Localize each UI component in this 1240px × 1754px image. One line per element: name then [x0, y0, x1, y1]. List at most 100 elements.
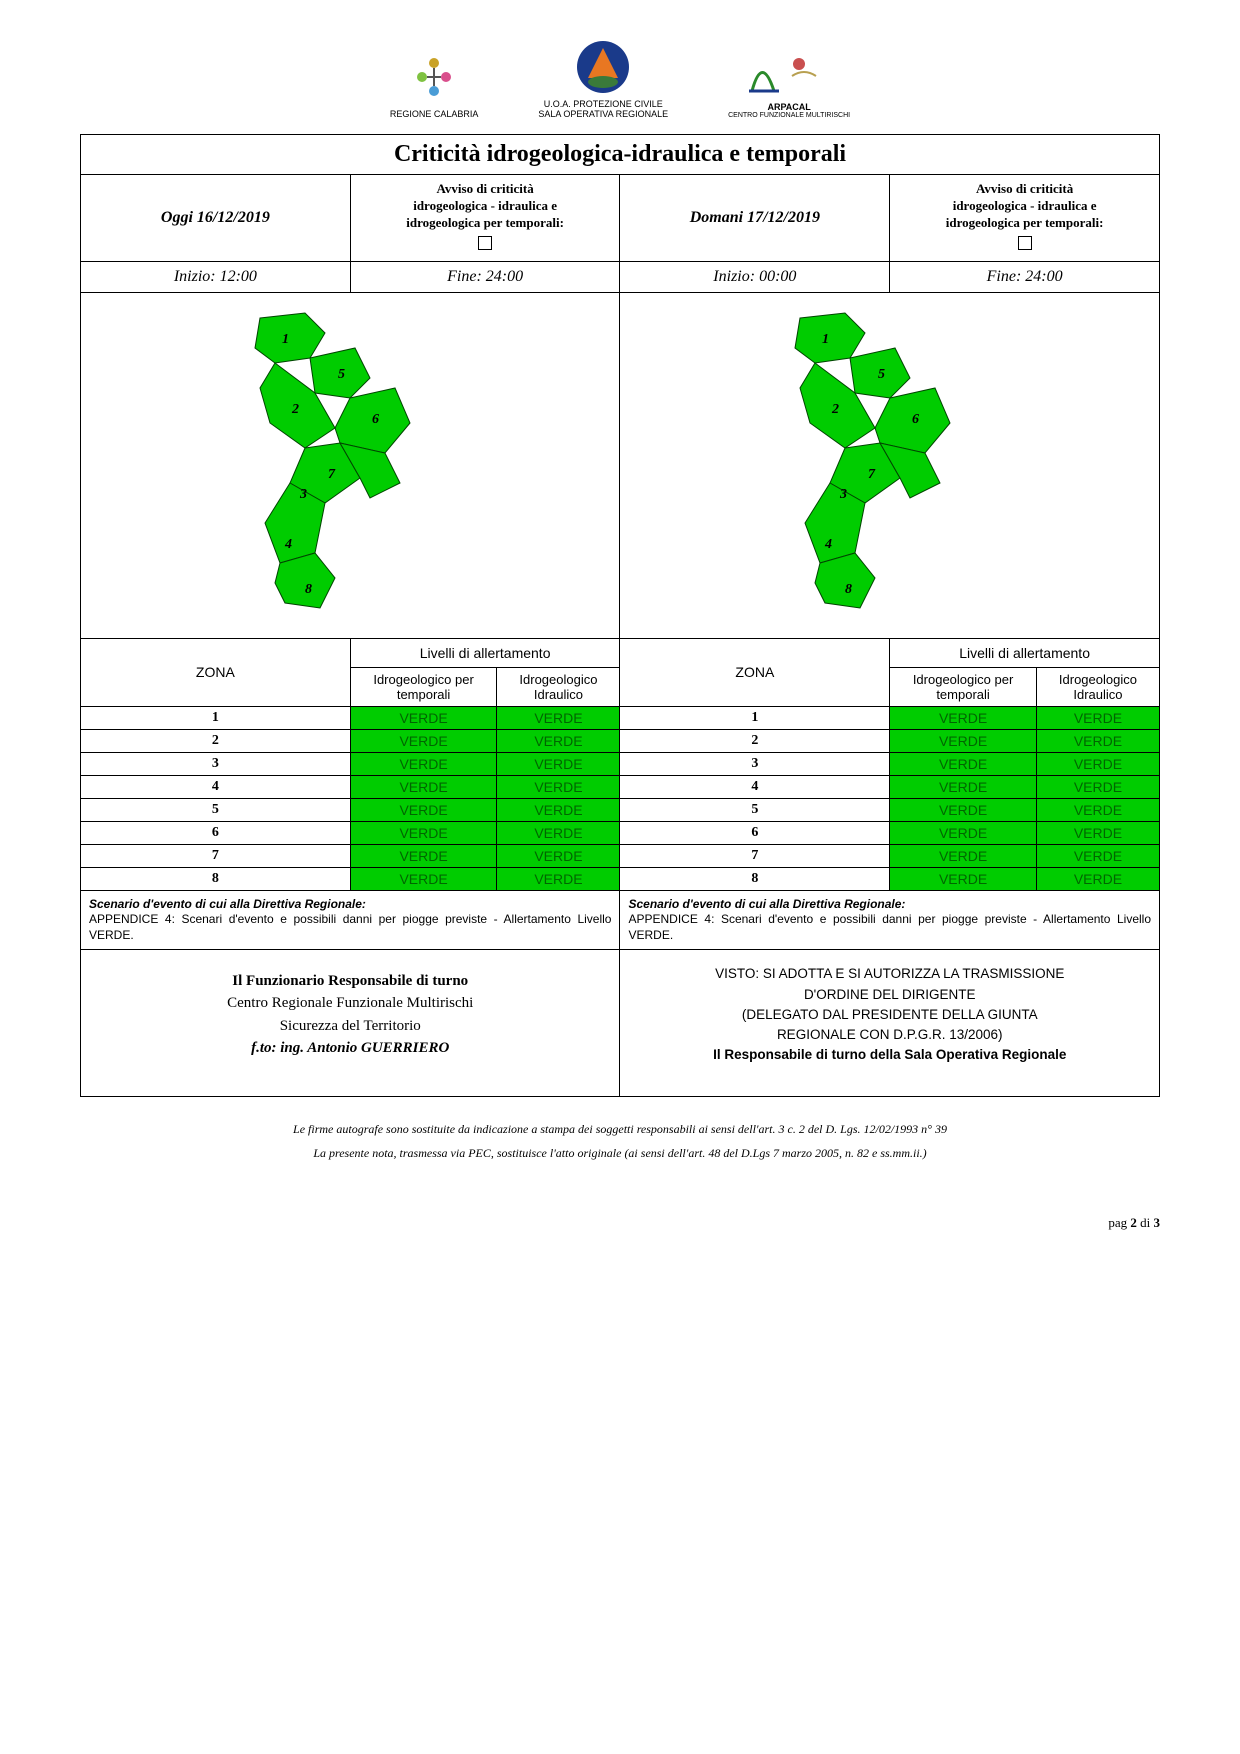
zone-num: 5 [620, 798, 890, 821]
zone-row: 7VERDEVERDE7VERDEVERDE [81, 844, 1160, 867]
alert-temp-today: VERDE [350, 706, 497, 729]
alert-idr-tomorrow: VERDE [1036, 867, 1159, 890]
alert-temp-tomorrow: VERDE [890, 752, 1037, 775]
alert-temp-today: VERDE [350, 844, 497, 867]
col-idr-tomorrow: Idrogeologico Idraulico [1036, 667, 1159, 706]
livelli-header-tomorrow: Livelli di allertamento [890, 638, 1160, 667]
alert-temp-today: VERDE [350, 775, 497, 798]
alert-idr-today: VERDE [497, 775, 620, 798]
zone-num: 2 [81, 729, 351, 752]
alert-idr-today: VERDE [497, 867, 620, 890]
tomorrow-date: Domani 17/12/2019 [620, 175, 890, 262]
calabria-map-tomorrow: 1 5 2 6 7 3 4 8 [760, 303, 1020, 623]
calabria-map-today: 1 5 2 6 7 3 4 8 [220, 303, 480, 623]
zone-num: 7 [81, 844, 351, 867]
alert-temp-today: VERDE [350, 821, 497, 844]
svg-text:6: 6 [912, 412, 919, 427]
alert-idr-tomorrow: VERDE [1036, 821, 1159, 844]
zone-row: 8VERDEVERDE8VERDEVERDE [81, 867, 1160, 890]
header-logos: REGIONE CALABRIA U.O.A. PROTEZIONE CIVIL… [80, 40, 1160, 119]
zone-row: 6VERDEVERDE6VERDEVERDE [81, 821, 1160, 844]
zone-num: 4 [81, 775, 351, 798]
logo3-sub: CENTRO FUNZIONALE MULTIRISCHI [728, 112, 850, 119]
col-idr-today: Idrogeologico Idraulico [497, 667, 620, 706]
logo3-label: ARPACAL [728, 102, 850, 112]
alert-idr-tomorrow: VERDE [1036, 775, 1159, 798]
zona-header-tomorrow: ZONA [620, 638, 890, 706]
footer-note1: Le firme autografe sono sostituite da in… [80, 1117, 1160, 1141]
signature-right: VISTO: SI ADOTTA E SI AUTORIZZA LA TRASM… [620, 950, 1160, 1096]
zone-num: 6 [81, 821, 351, 844]
alert-temp-tomorrow: VERDE [890, 775, 1037, 798]
logo2-line2: SALA OPERATIVA REGIONALE [538, 109, 668, 119]
logo-regione: REGIONE CALABRIA [390, 50, 479, 119]
svg-text:8: 8 [305, 582, 312, 597]
alert-idr-today: VERDE [497, 798, 620, 821]
regione-icon [390, 50, 479, 105]
svg-text:4: 4 [284, 537, 292, 552]
alert-idr-tomorrow: VERDE [1036, 798, 1159, 821]
svg-text:2: 2 [291, 402, 299, 417]
today-fine: Fine: 24:00 [350, 261, 620, 292]
alert-idr-tomorrow: VERDE [1036, 706, 1159, 729]
svg-text:2: 2 [831, 402, 839, 417]
alert-temp-tomorrow: VERDE [890, 706, 1037, 729]
col-temp-today: Idrogeologico per temporali [350, 667, 497, 706]
checkbox-icon [1018, 236, 1032, 250]
zone-num: 2 [620, 729, 890, 752]
alert-idr-today: VERDE [497, 729, 620, 752]
footer-notes: Le firme autografe sono sostituite da in… [80, 1117, 1160, 1165]
zone-num: 4 [620, 775, 890, 798]
svg-text:3: 3 [299, 487, 307, 502]
col-temp-tomorrow: Idrogeologico per temporali [890, 667, 1037, 706]
svg-text:1: 1 [822, 332, 829, 347]
logo1-label: REGIONE CALABRIA [390, 109, 479, 119]
alert-idr-today: VERDE [497, 752, 620, 775]
logo-protezione: U.O.A. PROTEZIONE CIVILE SALA OPERATIVA … [538, 40, 668, 119]
zone-num: 5 [81, 798, 351, 821]
zone-num: 3 [81, 752, 351, 775]
alert-idr-today: VERDE [497, 821, 620, 844]
zone-num: 1 [620, 706, 890, 729]
alert-temp-tomorrow: VERDE [890, 867, 1037, 890]
alert-temp-tomorrow: VERDE [890, 844, 1037, 867]
zona-header-today: ZONA [81, 638, 351, 706]
tomorrow-map: 1 5 2 6 7 3 4 8 [620, 292, 1160, 638]
zone-row: 2VERDEVERDE2VERDEVERDE [81, 729, 1160, 752]
alert-idr-tomorrow: VERDE [1036, 844, 1159, 867]
svg-text:4: 4 [824, 537, 832, 552]
zone-num: 3 [620, 752, 890, 775]
zone-row: 4VERDEVERDE4VERDEVERDE [81, 775, 1160, 798]
svg-text:6: 6 [372, 412, 379, 427]
tomorrow-inizio: Inizio: 00:00 [620, 261, 890, 292]
livelli-header-today: Livelli di allertamento [350, 638, 620, 667]
alert-temp-tomorrow: VERDE [890, 798, 1037, 821]
scenario-today: Scenario d'evento di cui alla Direttiva … [81, 890, 620, 950]
zone-num: 8 [620, 867, 890, 890]
svg-text:5: 5 [338, 367, 345, 382]
alert-idr-today: VERDE [497, 844, 620, 867]
main-bulletin-table: Criticità idrogeologica-idraulica e temp… [80, 134, 1160, 1097]
alert-temp-today: VERDE [350, 752, 497, 775]
zone-row: 1VERDEVERDE1VERDEVERDE [81, 706, 1160, 729]
zone-num: 6 [620, 821, 890, 844]
svg-text:8: 8 [845, 582, 852, 597]
svg-text:7: 7 [328, 467, 336, 482]
today-map: 1 5 2 6 7 3 4 8 [81, 292, 620, 638]
title: Criticità idrogeologica-idraulica e temp… [81, 135, 1160, 175]
logo-arpacal: ARPACAL CENTRO FUNZIONALE MULTIRISCHI [728, 43, 850, 119]
alert-temp-today: VERDE [350, 798, 497, 821]
arpacal-icon [728, 43, 850, 98]
today-date: Oggi 16/12/2019 [81, 175, 351, 262]
checkbox-icon [478, 236, 492, 250]
zone-num: 1 [81, 706, 351, 729]
tomorrow-fine: Fine: 24:00 [890, 261, 1160, 292]
alert-temp-tomorrow: VERDE [890, 821, 1037, 844]
alert-temp-tomorrow: VERDE [890, 729, 1037, 752]
signature-left: Il Funzionario Responsabile di turno Cen… [81, 950, 620, 1096]
scenario-tomorrow: Scenario d'evento di cui alla Direttiva … [620, 890, 1160, 950]
today-inizio: Inizio: 12:00 [81, 261, 351, 292]
alert-idr-tomorrow: VERDE [1036, 729, 1159, 752]
zone-num: 8 [81, 867, 351, 890]
today-avviso: Avviso di criticità idrogeologica - idra… [350, 175, 620, 262]
